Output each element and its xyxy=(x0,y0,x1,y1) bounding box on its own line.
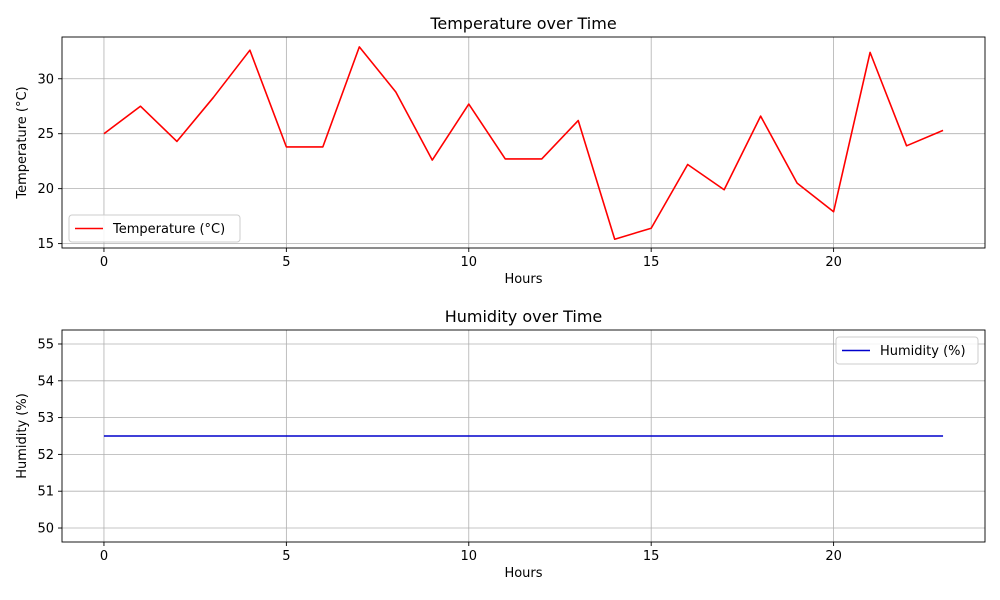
humidity-y-tick-label: 55 xyxy=(37,337,54,352)
humidity-chart-title: Humidity over Time xyxy=(445,307,603,326)
humidity-grid xyxy=(62,330,985,542)
humidity-y-tick-label: 50 xyxy=(37,522,54,537)
temperature-y-tick-label: 20 xyxy=(37,182,54,197)
temperature-chart-title: Temperature over Time xyxy=(429,14,616,33)
humidity-legend-label: Humidity (%) xyxy=(880,344,966,359)
temperature-legend xyxy=(68,214,241,243)
humidity-y-tick-label: 54 xyxy=(37,374,54,389)
temperature-y-tick-label: 30 xyxy=(37,72,54,87)
temperature-plot-frame xyxy=(61,36,986,249)
humidity-plot-frame xyxy=(61,329,986,543)
temperature-y-tick-label: 25 xyxy=(37,127,54,142)
temperature-series-line xyxy=(103,46,944,241)
humidity-y-tick-label: 53 xyxy=(37,411,54,426)
humidity-legend-box xyxy=(835,336,979,365)
humidity-x-tick-label: 15 xyxy=(643,549,660,564)
humidity-x-tick-label: 10 xyxy=(461,549,478,564)
humidity-x-tick-label: 0 xyxy=(100,549,108,564)
temperature-x-tick-label: 20 xyxy=(825,255,842,270)
humidity-y-axis-label: Humidity (%) xyxy=(15,393,30,479)
humidity-x-tick-label: 20 xyxy=(825,549,842,564)
humidity-y-tick-label: 52 xyxy=(37,448,54,463)
temperature-x-tick-label: 15 xyxy=(643,255,660,270)
humidity-chart: Humidity over Time Hours Humidity (%) 0 5… xyxy=(15,307,986,581)
humidity-legend xyxy=(835,336,979,365)
humidity-x-axis-label: Hours xyxy=(504,566,542,581)
temperature-x-tick-label: 0 xyxy=(100,255,108,270)
temperature-x-axis-label: Hours xyxy=(504,272,542,287)
temperature-chart: Temperature over Time Hours Temperature … xyxy=(15,14,986,287)
temperature-x-tick-label: 10 xyxy=(461,255,478,270)
temperature-legend-label: Temperature (°C) xyxy=(112,222,225,237)
temperature-y-axis-label: Temperature (°C) xyxy=(15,86,30,199)
temperature-x-tick-label: 5 xyxy=(282,255,290,270)
humidity-x-tick-label: 5 xyxy=(282,549,290,564)
humidity-y-tick-label: 51 xyxy=(37,485,54,500)
temperature-y-tick-label: 15 xyxy=(37,237,54,252)
temperature-grid xyxy=(62,37,985,248)
temperature-legend-box xyxy=(68,214,241,243)
